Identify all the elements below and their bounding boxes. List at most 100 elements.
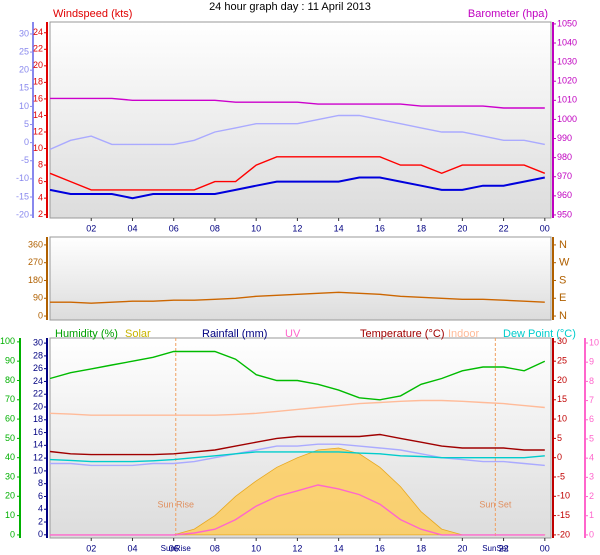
- x-tick-label: 12: [292, 223, 302, 233]
- y-tick-label: 9: [589, 357, 594, 367]
- x-tick-label: 00: [540, 543, 550, 553]
- y-tick-label: 2: [589, 491, 594, 501]
- legend-entry: UV: [285, 328, 301, 340]
- y-tick-label: 1050: [557, 18, 577, 28]
- x-tick-label: 02: [86, 543, 96, 553]
- y-tick-label: 20: [5, 491, 15, 501]
- x-tick-label: 20: [457, 543, 467, 553]
- y-tick-label: 950: [557, 209, 572, 219]
- sun-label: Sun Set: [479, 499, 512, 509]
- y-tick-label: 12: [33, 126, 43, 136]
- sun-label: Sun Rise: [157, 499, 194, 509]
- y-tick-label: 0: [589, 529, 594, 539]
- x-tick-label: 10: [251, 543, 261, 553]
- y-tick-label: 1: [589, 510, 594, 520]
- y-tick-label: 1010: [557, 95, 577, 105]
- y-tick-label: 6: [38, 491, 43, 501]
- y-tick-label: 0: [557, 452, 562, 462]
- series-line: [49, 451, 545, 463]
- legend-entry: Rainfall (mm): [202, 328, 267, 340]
- series-line: [49, 350, 546, 401]
- y-tick-label: 15: [19, 83, 29, 93]
- y-tick-label: 20: [557, 375, 567, 385]
- y-tick-label: 970: [557, 171, 572, 181]
- title: 24 hour graph day : 11 April 2013: [209, 1, 371, 13]
- y-tick-label: 4: [38, 193, 43, 203]
- legend-entry: Solar: [125, 328, 151, 340]
- y-tick-label: -15: [557, 510, 570, 520]
- series-line: [49, 399, 545, 416]
- x-tick-label: 08: [210, 223, 220, 233]
- series-line: [49, 176, 545, 200]
- y-tick-label: 12: [33, 453, 43, 463]
- legend-entry: Humidity (%): [55, 328, 118, 340]
- y-tick-label: 25: [557, 356, 567, 366]
- y-tick-label: 1000: [557, 114, 577, 124]
- y-tick-label: 5: [589, 433, 594, 443]
- y-tick-label: 10: [589, 337, 599, 347]
- y-tick-label: 10: [5, 510, 15, 520]
- x-tick-label: 12: [292, 543, 302, 553]
- y-tick-label: 5: [557, 433, 562, 443]
- y-tick-label: 28: [33, 350, 43, 360]
- series-line: [50, 291, 545, 304]
- y-tick-label: 50: [5, 433, 15, 443]
- y-tick-label: 30: [19, 28, 29, 38]
- y-tick-label: 990: [557, 133, 572, 143]
- x-tick-label: 14: [334, 543, 344, 553]
- x-tick-label: 06: [169, 543, 179, 553]
- y-tick-label: 20: [19, 65, 29, 75]
- y-tick-label: 0: [38, 310, 43, 320]
- legend-entry: Indoor: [448, 328, 480, 340]
- y-tick-label: -20: [557, 529, 570, 539]
- y-tick-label: -10: [16, 173, 29, 183]
- series-line: [50, 97, 545, 109]
- y-tick-label: 25: [19, 46, 29, 56]
- y-tick-label: 980: [557, 152, 572, 162]
- y-tick-label: 20: [33, 401, 43, 411]
- y-tick-label: S: [559, 274, 566, 286]
- y-tick-label: 18: [33, 414, 43, 424]
- y-tick-label: -15: [16, 191, 29, 201]
- series-line: [50, 484, 545, 536]
- y-tick-label: 30: [33, 337, 43, 347]
- y-tick-label: -5: [557, 471, 565, 481]
- y-tick-label: 1030: [557, 56, 577, 66]
- x-tick-label: 10: [251, 223, 261, 233]
- y-tick-label: 0: [24, 137, 29, 147]
- y-tick-label: E: [559, 292, 566, 304]
- series-line: [50, 443, 545, 467]
- y-tick-label: 30: [557, 336, 567, 346]
- x-tick-label: 02: [86, 223, 96, 233]
- legend-entry: Temperature (°C): [360, 328, 444, 340]
- x-tick-label: 18: [416, 543, 426, 553]
- plot-area: [49, 236, 552, 321]
- y-tick-label: 1020: [557, 76, 577, 86]
- y-tick-label: 20: [33, 60, 43, 70]
- y-tick-label: 4: [38, 504, 43, 514]
- y-tick-label: N: [559, 239, 567, 251]
- y-tick-label: 2: [38, 516, 43, 526]
- y-tick-label: 10: [33, 465, 43, 475]
- y-tick-label: 270: [28, 257, 43, 267]
- y-tick-label: 360: [28, 239, 43, 249]
- y-tick-label: 10: [33, 143, 43, 153]
- series-line: [49, 156, 546, 191]
- y-tick-label: 90: [33, 293, 43, 303]
- y-tick-label: 6: [38, 176, 43, 186]
- y-tick-label: 15: [557, 394, 567, 404]
- y-tick-label: 7: [589, 395, 594, 405]
- series-line: [49, 433, 545, 456]
- x-tick-label: 20: [457, 223, 467, 233]
- y-tick-label: 5: [24, 119, 29, 129]
- y-tick-label: 18: [33, 77, 43, 87]
- y-tick-label: 14: [33, 110, 43, 120]
- x-tick-label: 08: [210, 543, 220, 553]
- y2-axis-title: Barometer (hpa): [468, 8, 548, 20]
- y-tick-label: 10: [19, 101, 29, 111]
- y-tick-label: 180: [28, 275, 43, 285]
- x-tick-label: 06: [169, 223, 179, 233]
- y-tick-label: 8: [38, 159, 43, 169]
- y-tick-label: 26: [33, 363, 43, 373]
